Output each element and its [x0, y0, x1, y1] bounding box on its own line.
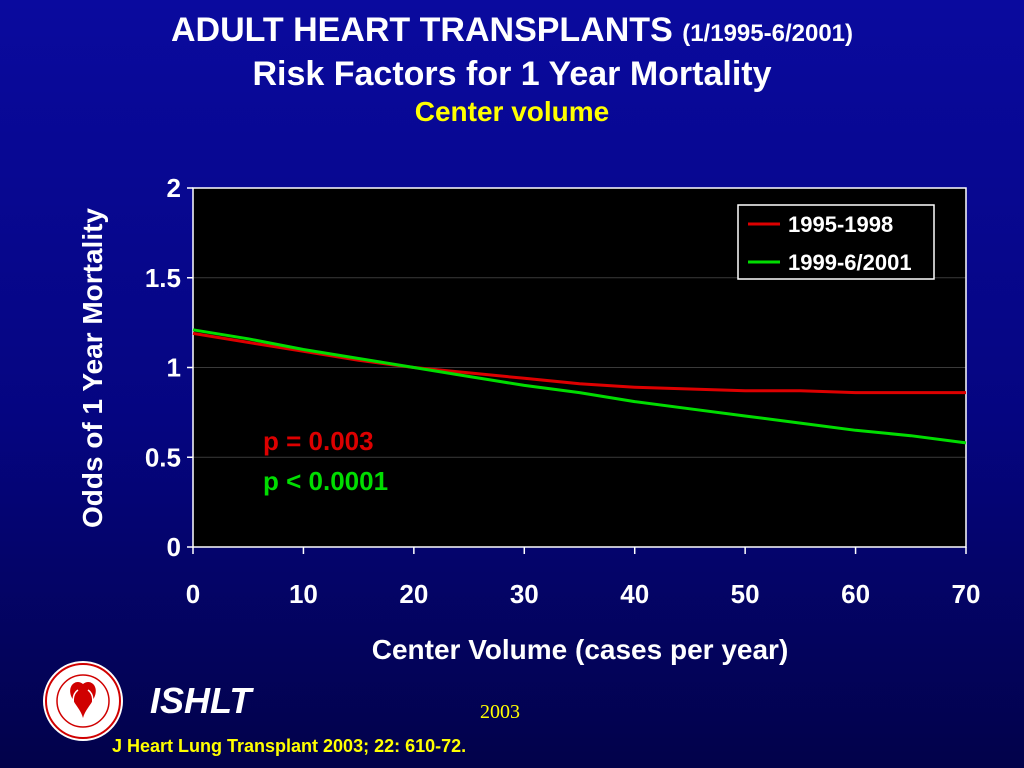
y-axis-label: Odds of 1 Year Mortality — [77, 208, 108, 528]
x-tick-label: 0 — [186, 579, 200, 609]
citation: J Heart Lung Transplant 2003; 22: 610-72… — [112, 736, 467, 756]
year-label: 2003 — [480, 701, 520, 723]
annotations: p = 0.003 p < 0.0001 — [263, 426, 388, 496]
legend-label: 1999-6/2001 — [788, 250, 912, 275]
x-tick-label: 60 — [841, 579, 870, 609]
x-tick-label: 70 — [952, 579, 981, 609]
legend-box — [737, 204, 935, 280]
legend-label: 1995-1998 — [788, 212, 893, 237]
x-tick-label: 10 — [289, 579, 318, 609]
title-dates: (1/1995-6/2001) — [682, 20, 854, 47]
ishlt-logo — [43, 661, 123, 741]
p-value-annotation: p < 0.0001 — [263, 466, 388, 496]
y-tick-label: 0 — [167, 532, 181, 562]
x-tick-label: 30 — [510, 579, 539, 609]
series-lines — [192, 328, 967, 445]
y-tick-label: 2 — [167, 173, 181, 203]
series-line-1 — [192, 331, 966, 395]
legend: 1995-1998 1999-6/2001 — [737, 204, 935, 280]
x-tick-label: 40 — [620, 579, 649, 609]
y-tick-label: 0.5 — [145, 442, 181, 472]
axes: 00.511.520 10 20 30 40 50 60 70 — [145, 173, 981, 609]
x-tick-label: 20 — [399, 579, 428, 609]
x-tick-label: 50 — [731, 579, 760, 609]
title-main: ADULT HEART TRANSPLANTS — [170, 11, 673, 49]
p-value-annotation: p = 0.003 — [263, 426, 374, 456]
x-axis-label: Center Volume (cases per year) — [372, 634, 789, 665]
series-line-2 — [192, 328, 967, 445]
title-line-2: Risk Factors for 1 Year Mortality — [252, 55, 772, 93]
subtitle: Center volume — [414, 96, 610, 127]
page-title: ADULT HEART TRANSPLANTS (1/1995-6/2001) — [0, 10, 1024, 54]
y-tick-label: 1 — [167, 353, 181, 383]
title-block: ADULT HEART TRANSPLANTS (1/1995-6/2001) … — [0, 10, 1024, 130]
ishlt-label: ISHLT — [150, 680, 252, 721]
y-tick-label: 1.5 — [145, 263, 181, 293]
